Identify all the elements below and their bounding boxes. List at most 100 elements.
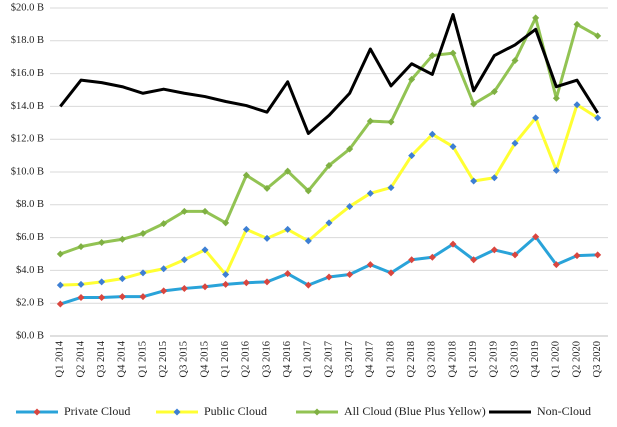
x-tick-label: Q1 2019 <box>468 341 479 377</box>
x-tick-label: Q3 2017 <box>344 341 355 377</box>
data-point <box>366 117 374 125</box>
data-point <box>160 287 168 295</box>
y-tick-label: $14.0 B <box>11 101 44 112</box>
data-point <box>449 143 457 151</box>
data-point <box>387 184 395 192</box>
legend-marker <box>173 408 181 416</box>
data-point <box>449 49 457 57</box>
data-point <box>470 256 478 264</box>
data-point <box>594 114 602 122</box>
data-point <box>325 161 333 169</box>
data-point <box>366 189 374 197</box>
data-point <box>263 278 271 286</box>
y-tick-label: $2.0 B <box>16 298 44 309</box>
data-point <box>98 293 106 301</box>
data-point <box>222 280 230 288</box>
data-point <box>532 14 540 22</box>
y-tick-label: $0.0 B <box>16 330 44 341</box>
y-tick-label: $8.0 B <box>16 199 44 210</box>
data-point <box>98 239 106 247</box>
x-tick-label: Q3 2019 <box>509 341 520 377</box>
data-point <box>490 174 498 182</box>
data-point <box>118 275 126 283</box>
data-point <box>139 269 147 277</box>
data-point <box>160 265 168 273</box>
series-line <box>59 16 599 256</box>
data-point <box>180 284 188 292</box>
x-tick-label: Q4 2015 <box>199 341 210 377</box>
data-point <box>387 118 395 126</box>
y-tick-label: $16.0 B <box>11 68 44 79</box>
data-point <box>77 280 85 288</box>
data-point <box>470 100 478 108</box>
data-point <box>366 261 374 269</box>
data-point <box>594 32 602 40</box>
x-tick-label: Q1 2018 <box>385 341 396 377</box>
data-point <box>325 219 333 227</box>
data-point <box>346 271 354 278</box>
y-tick-label: $12.0 B <box>11 134 44 145</box>
data-point <box>284 270 292 278</box>
data-point <box>118 235 126 243</box>
data-point <box>77 293 85 301</box>
data-point <box>346 145 354 153</box>
x-tick-label: Q4 2014 <box>117 340 128 377</box>
y-tick-label: $20.0 B <box>11 2 44 13</box>
data-point <box>304 281 312 289</box>
x-tick-label: Q2 2016 <box>241 341 252 377</box>
series-line <box>60 103 599 287</box>
data-point <box>490 246 498 254</box>
data-point <box>594 251 602 259</box>
x-tick-label: Q3 2015 <box>179 341 190 377</box>
data-point <box>573 20 581 28</box>
legend-label: Public Cloud <box>204 404 267 418</box>
y-tick-label: $6.0 B <box>16 232 44 243</box>
data-point <box>139 293 147 301</box>
data-point <box>552 94 560 102</box>
data-point <box>552 166 560 174</box>
data-point <box>428 253 436 261</box>
y-tick-label: $10.0 B <box>11 166 44 177</box>
data-point <box>118 293 126 301</box>
x-tick-label: Q2 2015 <box>158 341 169 377</box>
data-point <box>201 283 209 291</box>
data-point <box>180 256 188 264</box>
data-point <box>201 207 209 215</box>
data-point <box>263 184 271 192</box>
data-point <box>222 219 230 227</box>
data-point <box>408 152 416 160</box>
data-point <box>490 88 498 96</box>
x-tick-label: Q1 2020 <box>551 341 562 377</box>
legend-marker <box>313 408 321 416</box>
data-point <box>325 273 333 281</box>
x-tick-label: Q4 2019 <box>530 341 541 377</box>
legend-label: Non-Cloud <box>537 404 591 418</box>
data-point <box>160 220 168 228</box>
data-point <box>201 246 209 254</box>
data-point <box>532 114 540 122</box>
data-point <box>408 75 416 83</box>
y-tick-label: $18.0 B <box>11 35 44 46</box>
data-point <box>56 281 64 289</box>
data-point <box>242 279 250 287</box>
x-tick-label: Q4 2018 <box>447 341 458 377</box>
y-tick-label: $4.0 B <box>16 265 44 276</box>
data-point <box>284 225 292 233</box>
data-point <box>304 187 312 195</box>
data-point <box>428 130 436 138</box>
x-tick-label: Q3 2014 <box>96 340 107 377</box>
x-tick-label: Q3 2020 <box>592 341 603 377</box>
legend-label: Private Cloud <box>64 404 130 418</box>
data-point <box>242 171 250 179</box>
series-line <box>59 13 599 135</box>
data-point <box>56 300 64 308</box>
x-tick-label: Q2 2018 <box>406 341 417 377</box>
x-tick-label: Q4 2016 <box>282 341 293 377</box>
data-point <box>470 177 478 185</box>
legend-label: All Cloud (Blue Plus Yellow) <box>344 404 486 418</box>
data-point <box>222 271 230 278</box>
x-tick-label: Q2 2019 <box>489 341 500 377</box>
data-point <box>263 234 271 242</box>
x-tick-label: Q1 2014 <box>55 340 66 377</box>
